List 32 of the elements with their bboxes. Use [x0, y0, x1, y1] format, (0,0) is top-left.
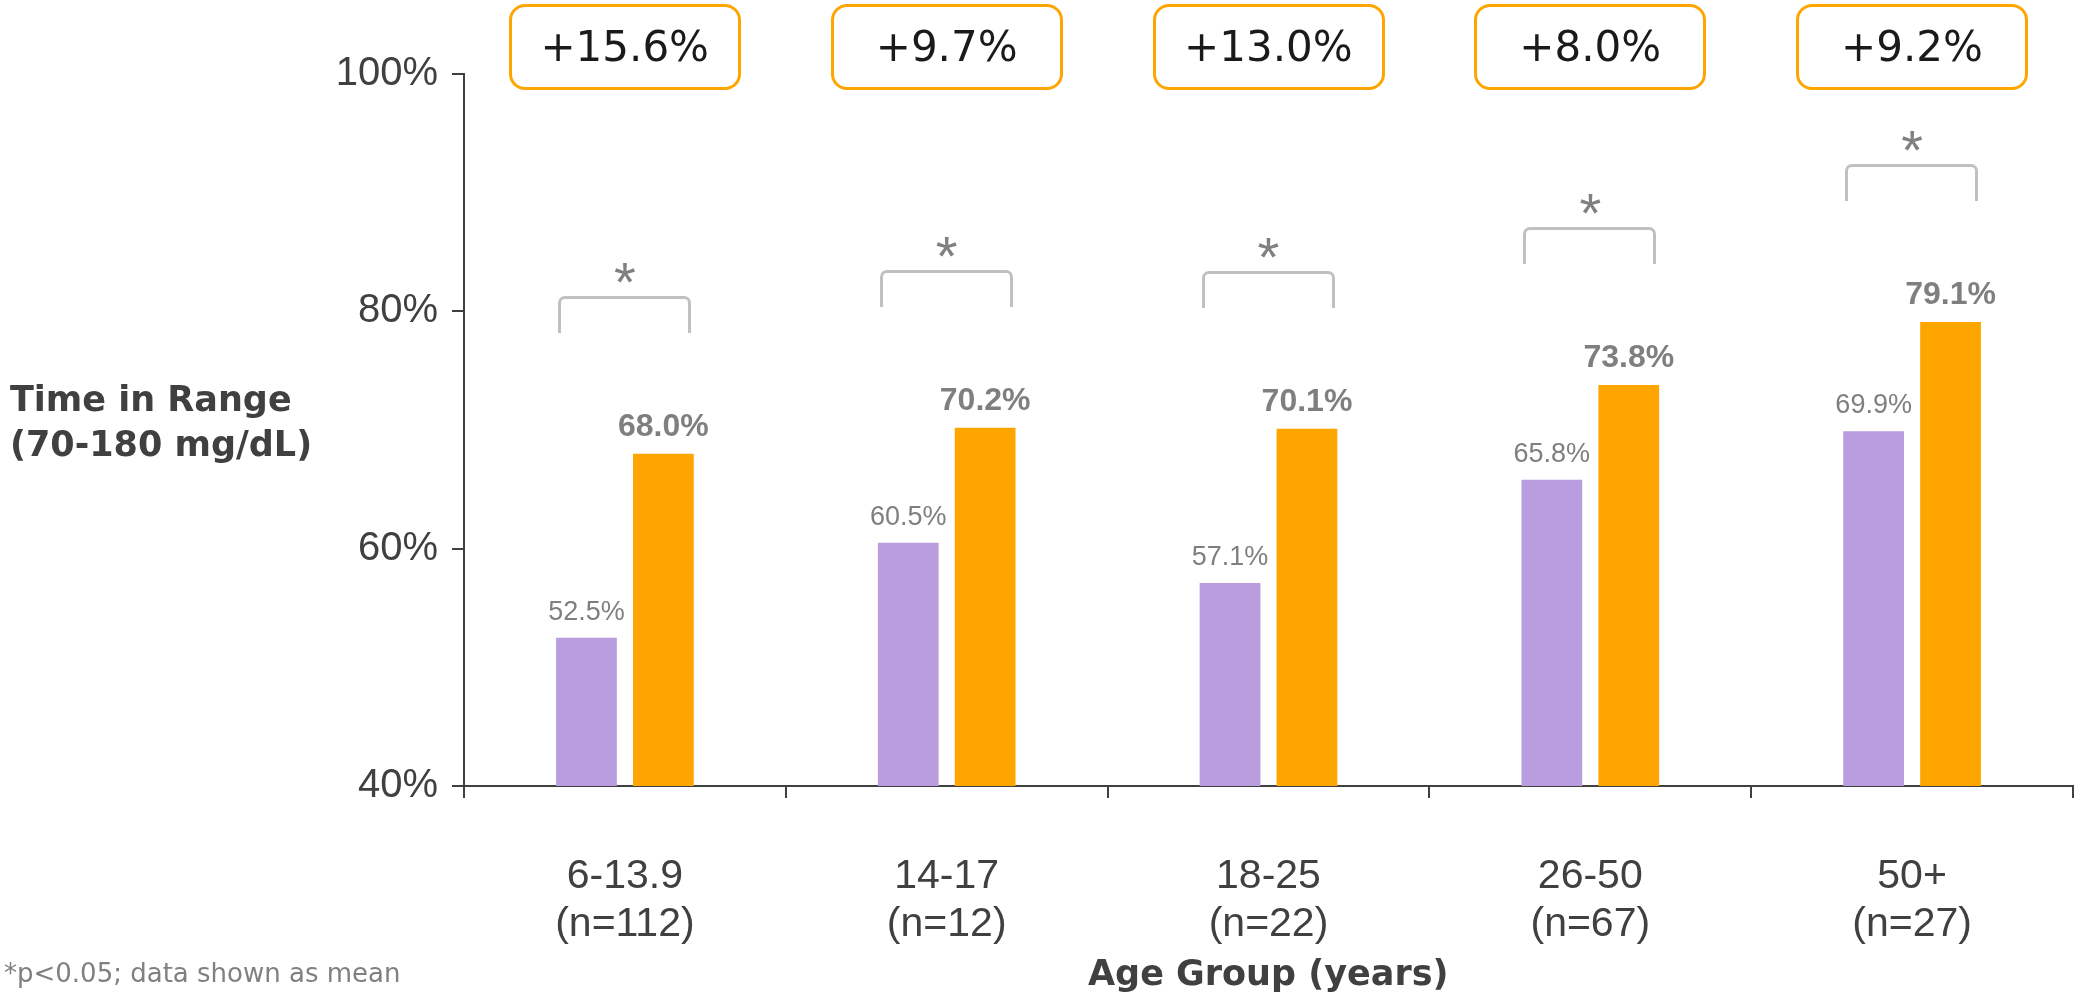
annotation: *	[1579, 180, 1602, 244]
x-tick-label: 18-25 (n=22)	[1208, 850, 1329, 945]
y-tick-label: 100%	[335, 49, 438, 94]
text: +9.7%	[875, 22, 1018, 72]
data-label: 60.5%	[869, 500, 947, 531]
annotation: *	[1257, 224, 1280, 288]
data-label: 57.1%	[1191, 541, 1269, 572]
annotation: *	[935, 223, 958, 287]
data-label: 79.1%	[1905, 275, 1996, 312]
y-tick-label: 60%	[357, 523, 438, 568]
x-tick-label: 26-50 (n=67)	[1530, 850, 1651, 945]
data-label: 68.0%	[617, 406, 709, 443]
y-tick-label: 80%	[357, 286, 438, 331]
annotation: *	[1901, 118, 1923, 182]
annotation: *	[614, 249, 636, 313]
x-tick-label: 14-17 (n=12)	[886, 850, 1007, 945]
x-axis-title: Age Group (years)	[1088, 952, 1449, 994]
text: +8.0%	[1519, 22, 1662, 72]
text: +9.2%	[1841, 22, 1983, 72]
data-label: 69.9%	[1835, 389, 1912, 420]
data-label: 70.1%	[1261, 381, 1353, 418]
data-label: 65.8%	[1513, 437, 1591, 468]
x-tick-label: 6-13.9 (n=112)	[555, 850, 695, 945]
text: *p<0.05; data shown as mean	[4, 958, 401, 990]
y-tick-label: 40%	[357, 761, 438, 806]
data-label: 73.8%	[1583, 337, 1675, 374]
data-label: 70.2%	[939, 380, 1031, 417]
text: +15.6%	[540, 22, 710, 72]
data-label: 52.5%	[548, 595, 625, 626]
text: +13.0%	[1184, 22, 1353, 72]
y-axis-title: Time in Range (70-180 mg/dL)	[10, 377, 313, 466]
x-tick-label: 50+ (n=27)	[1852, 850, 1972, 945]
